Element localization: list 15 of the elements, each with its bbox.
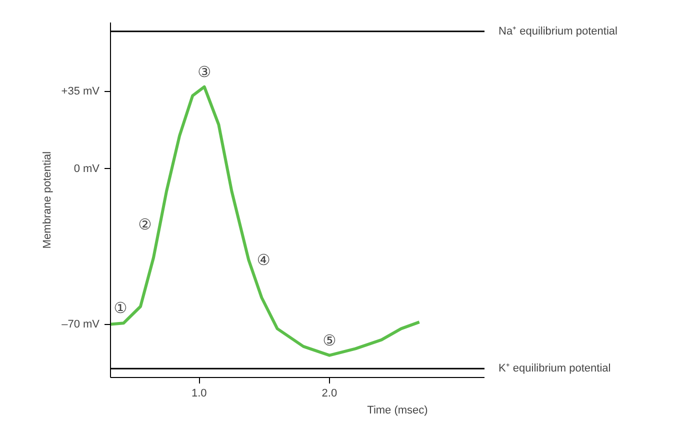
annotation: ② — [138, 215, 152, 234]
annotation: ⑤ — [322, 331, 336, 350]
annotation: ④ — [256, 250, 270, 269]
x-tick-label: 2.0 — [322, 388, 338, 400]
annotation: ③ — [198, 62, 212, 81]
y-tick-label: +35 mV — [61, 85, 100, 98]
ref-line-label: Na⁺ equilibrium potential — [498, 25, 618, 38]
x-tick-label: 1.0 — [191, 388, 207, 400]
y-tick-label: –70 mV — [62, 318, 100, 330]
x-axis-title: Time (msec) — [367, 404, 428, 416]
line-series — [110, 85, 421, 357]
y-tick-label: 0 mV — [74, 162, 100, 175]
y-axis-title: Membrane potential — [41, 151, 54, 249]
ref-line-label: K⁺ equilibrium potential — [498, 362, 611, 375]
annotation: ① — [114, 299, 128, 318]
